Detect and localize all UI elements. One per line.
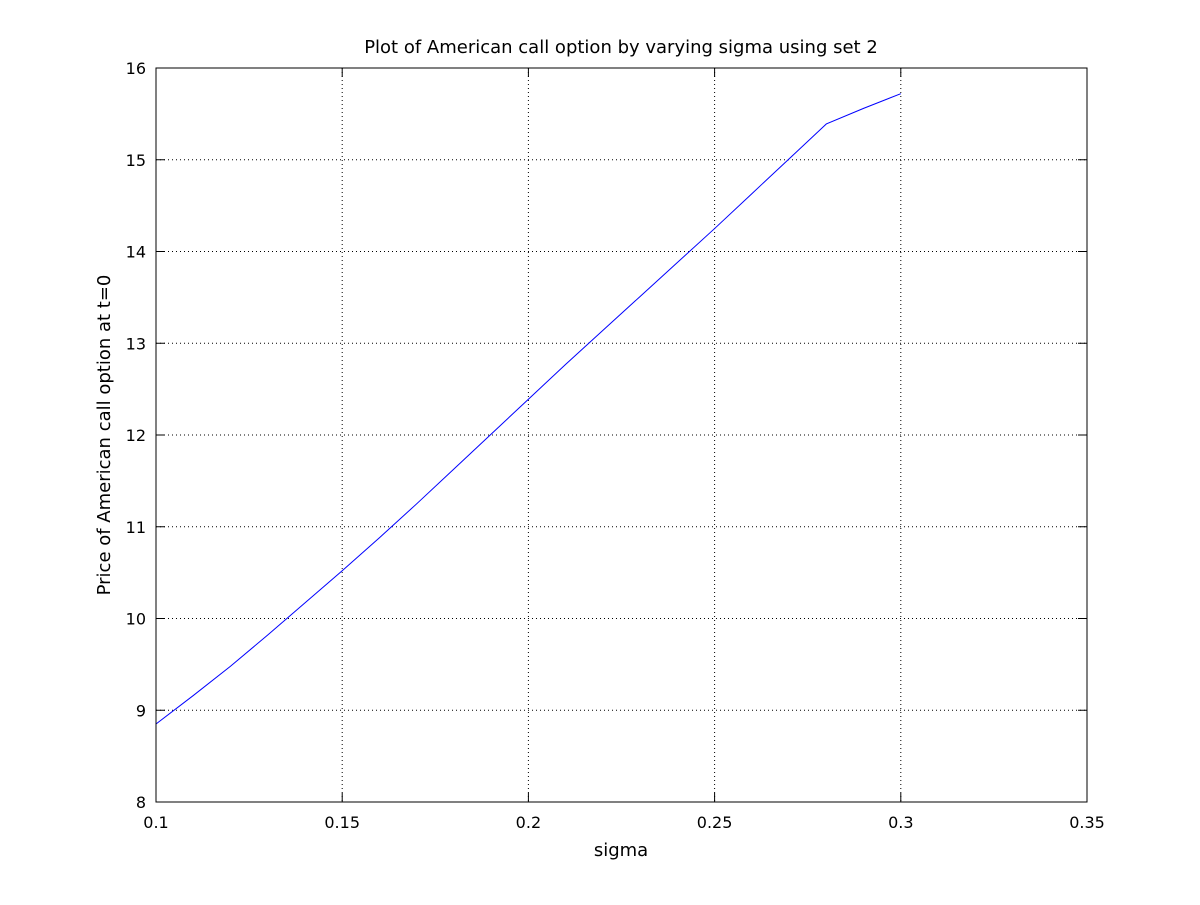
x-tick-label: 0.35: [1069, 813, 1105, 832]
chart-title: Plot of American call option by varying …: [364, 37, 878, 58]
y-tick-label: 11: [126, 518, 146, 537]
x-tick-label: 0.1: [143, 813, 168, 832]
x-tick-label: 0.3: [888, 813, 913, 832]
y-tick-label: 14: [126, 243, 146, 262]
ticks: [155, 67, 1088, 803]
series-line: [155, 93, 901, 725]
y-tick-label: 15: [126, 151, 146, 170]
y-tick-label: 13: [126, 334, 146, 353]
x-tick-label: 0.2: [516, 813, 541, 832]
x-tick-label: 0.15: [324, 813, 360, 832]
y-axis-label: Price of American call option at t=0: [94, 275, 115, 596]
series: [155, 93, 901, 725]
y-tick-label: 9: [136, 701, 146, 720]
y-tick-label: 12: [126, 426, 146, 445]
y-tick-label: 16: [126, 59, 146, 78]
x-axis-label: sigma: [594, 840, 648, 861]
y-tick-label: 8: [136, 793, 146, 812]
x-tick-labels: 0.1 0.15 0.2 0.25 0.3 0.35: [143, 813, 1105, 832]
x-tick-label: 0.25: [697, 813, 733, 832]
y-tick-label: 10: [126, 610, 146, 629]
y-tick-labels: 8 9 10 11 12 13 14 15 16: [126, 59, 146, 812]
plot-area: [156, 68, 1087, 802]
